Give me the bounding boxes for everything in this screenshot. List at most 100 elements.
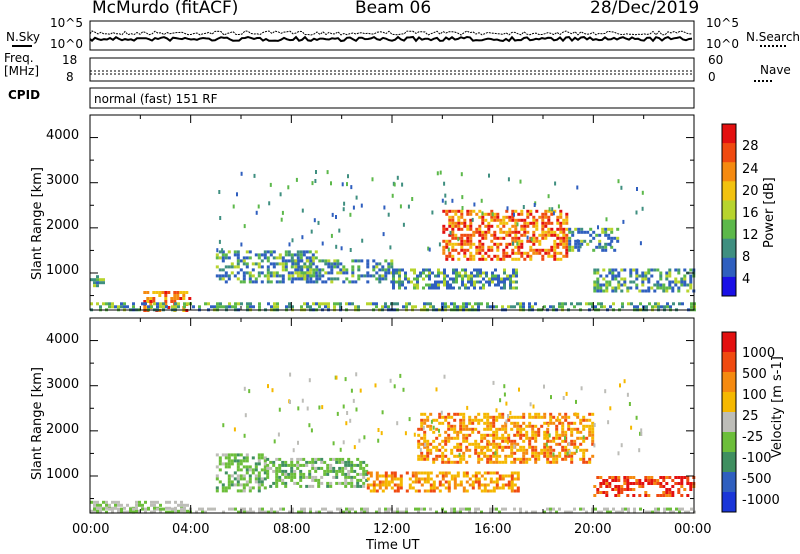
echo-cell (589, 239, 593, 243)
echo-cell (547, 215, 551, 219)
echo-cell (348, 280, 352, 284)
power-cb-tick-24: 24 (742, 162, 759, 177)
echo-cell (218, 190, 221, 194)
echo-cell (689, 268, 693, 272)
echo-cell (314, 478, 318, 482)
echo-cell (541, 254, 545, 258)
echo-cell (515, 286, 518, 290)
echo-cell (644, 277, 648, 281)
echo-cell (423, 445, 427, 449)
echo-cell (179, 297, 183, 300)
echo-cell (428, 274, 431, 278)
echo-cell (549, 507, 552, 511)
echo-cell (638, 274, 642, 278)
echo-cell (276, 305, 279, 309)
echo-cell (453, 305, 456, 309)
echo-cell (423, 507, 426, 511)
echo-cell (596, 491, 600, 494)
echo-cell (669, 305, 672, 309)
echo-cell (434, 286, 437, 290)
echo-cell (489, 427, 493, 431)
echo-cell (550, 221, 554, 225)
echo-cell (395, 271, 398, 275)
echo-cell (546, 451, 550, 455)
echo-cell (456, 430, 460, 434)
echo-cell (529, 245, 533, 249)
echo-cell (392, 286, 395, 290)
echo-cell (495, 430, 499, 434)
echo-cell (180, 503, 183, 507)
echo-cell (480, 439, 484, 443)
echo-cell (486, 445, 490, 449)
echo-cell (344, 472, 348, 476)
echo-cell (387, 480, 391, 484)
echo-cell (462, 305, 465, 309)
echo-cell (543, 454, 547, 458)
echo-cell (596, 271, 600, 275)
echo-cell (216, 305, 219, 309)
echo-cell (547, 218, 551, 222)
echo-cell (674, 268, 678, 272)
echo-cell (428, 283, 431, 287)
echo-cell (426, 424, 430, 428)
echo-cell (242, 474, 246, 478)
echo-cell (309, 277, 313, 281)
echo-cell (442, 251, 446, 255)
echo-cell (351, 265, 355, 269)
echo-cell (299, 457, 303, 461)
echo-cell (479, 271, 482, 275)
echo-cell (469, 218, 473, 222)
colorbar-frame (721, 331, 737, 513)
echo-cell (390, 262, 394, 266)
echo-cell (543, 451, 547, 455)
echo-cell (546, 448, 550, 452)
echo-cell (640, 428, 643, 433)
colorbar-swatch (722, 412, 736, 433)
echo-cell (507, 480, 511, 484)
echo-cell (117, 500, 120, 504)
echo-cell (528, 436, 532, 440)
echo-cell (257, 256, 261, 260)
echo-cell (270, 507, 273, 511)
echo-cell (356, 478, 360, 482)
echo-cell (465, 489, 469, 493)
echo-cell (448, 221, 452, 225)
echo-cell (323, 469, 327, 473)
echo-cell (490, 218, 494, 222)
echo-cell (534, 457, 538, 461)
echo-cell (494, 277, 497, 281)
echo-cell (404, 277, 407, 281)
echo-cell (496, 257, 500, 261)
echo-cell (502, 230, 506, 234)
echo-cell (423, 457, 427, 461)
echo-cell (486, 483, 490, 487)
echo-cell (677, 488, 681, 491)
echo-cell (602, 482, 606, 485)
echo-cell (497, 283, 500, 287)
echo-cell (278, 475, 282, 479)
echo-cell (668, 488, 672, 491)
echo-cell (390, 486, 394, 490)
echo-cell (506, 206, 509, 211)
echo-cell (508, 218, 512, 222)
echo-cell (312, 271, 316, 275)
echo-cell (535, 224, 539, 228)
echo-cell (164, 291, 168, 294)
echo-cell (263, 274, 267, 278)
echo-cell (534, 436, 538, 440)
echo-cell (596, 283, 600, 287)
echo-cell (236, 250, 240, 254)
echo-cell (423, 477, 427, 481)
echo-cell (299, 484, 303, 488)
echo-cell (599, 286, 603, 290)
echo-cell (233, 456, 237, 460)
echo-cell (391, 193, 394, 198)
echo-cell (559, 236, 563, 240)
echo-cell (659, 485, 663, 488)
power-colorbar (721, 123, 737, 297)
echo-cell (432, 480, 436, 484)
echo-cell (114, 500, 117, 504)
echo-cell (432, 445, 436, 449)
echo-cell (444, 471, 448, 475)
echo-cell (362, 466, 366, 470)
